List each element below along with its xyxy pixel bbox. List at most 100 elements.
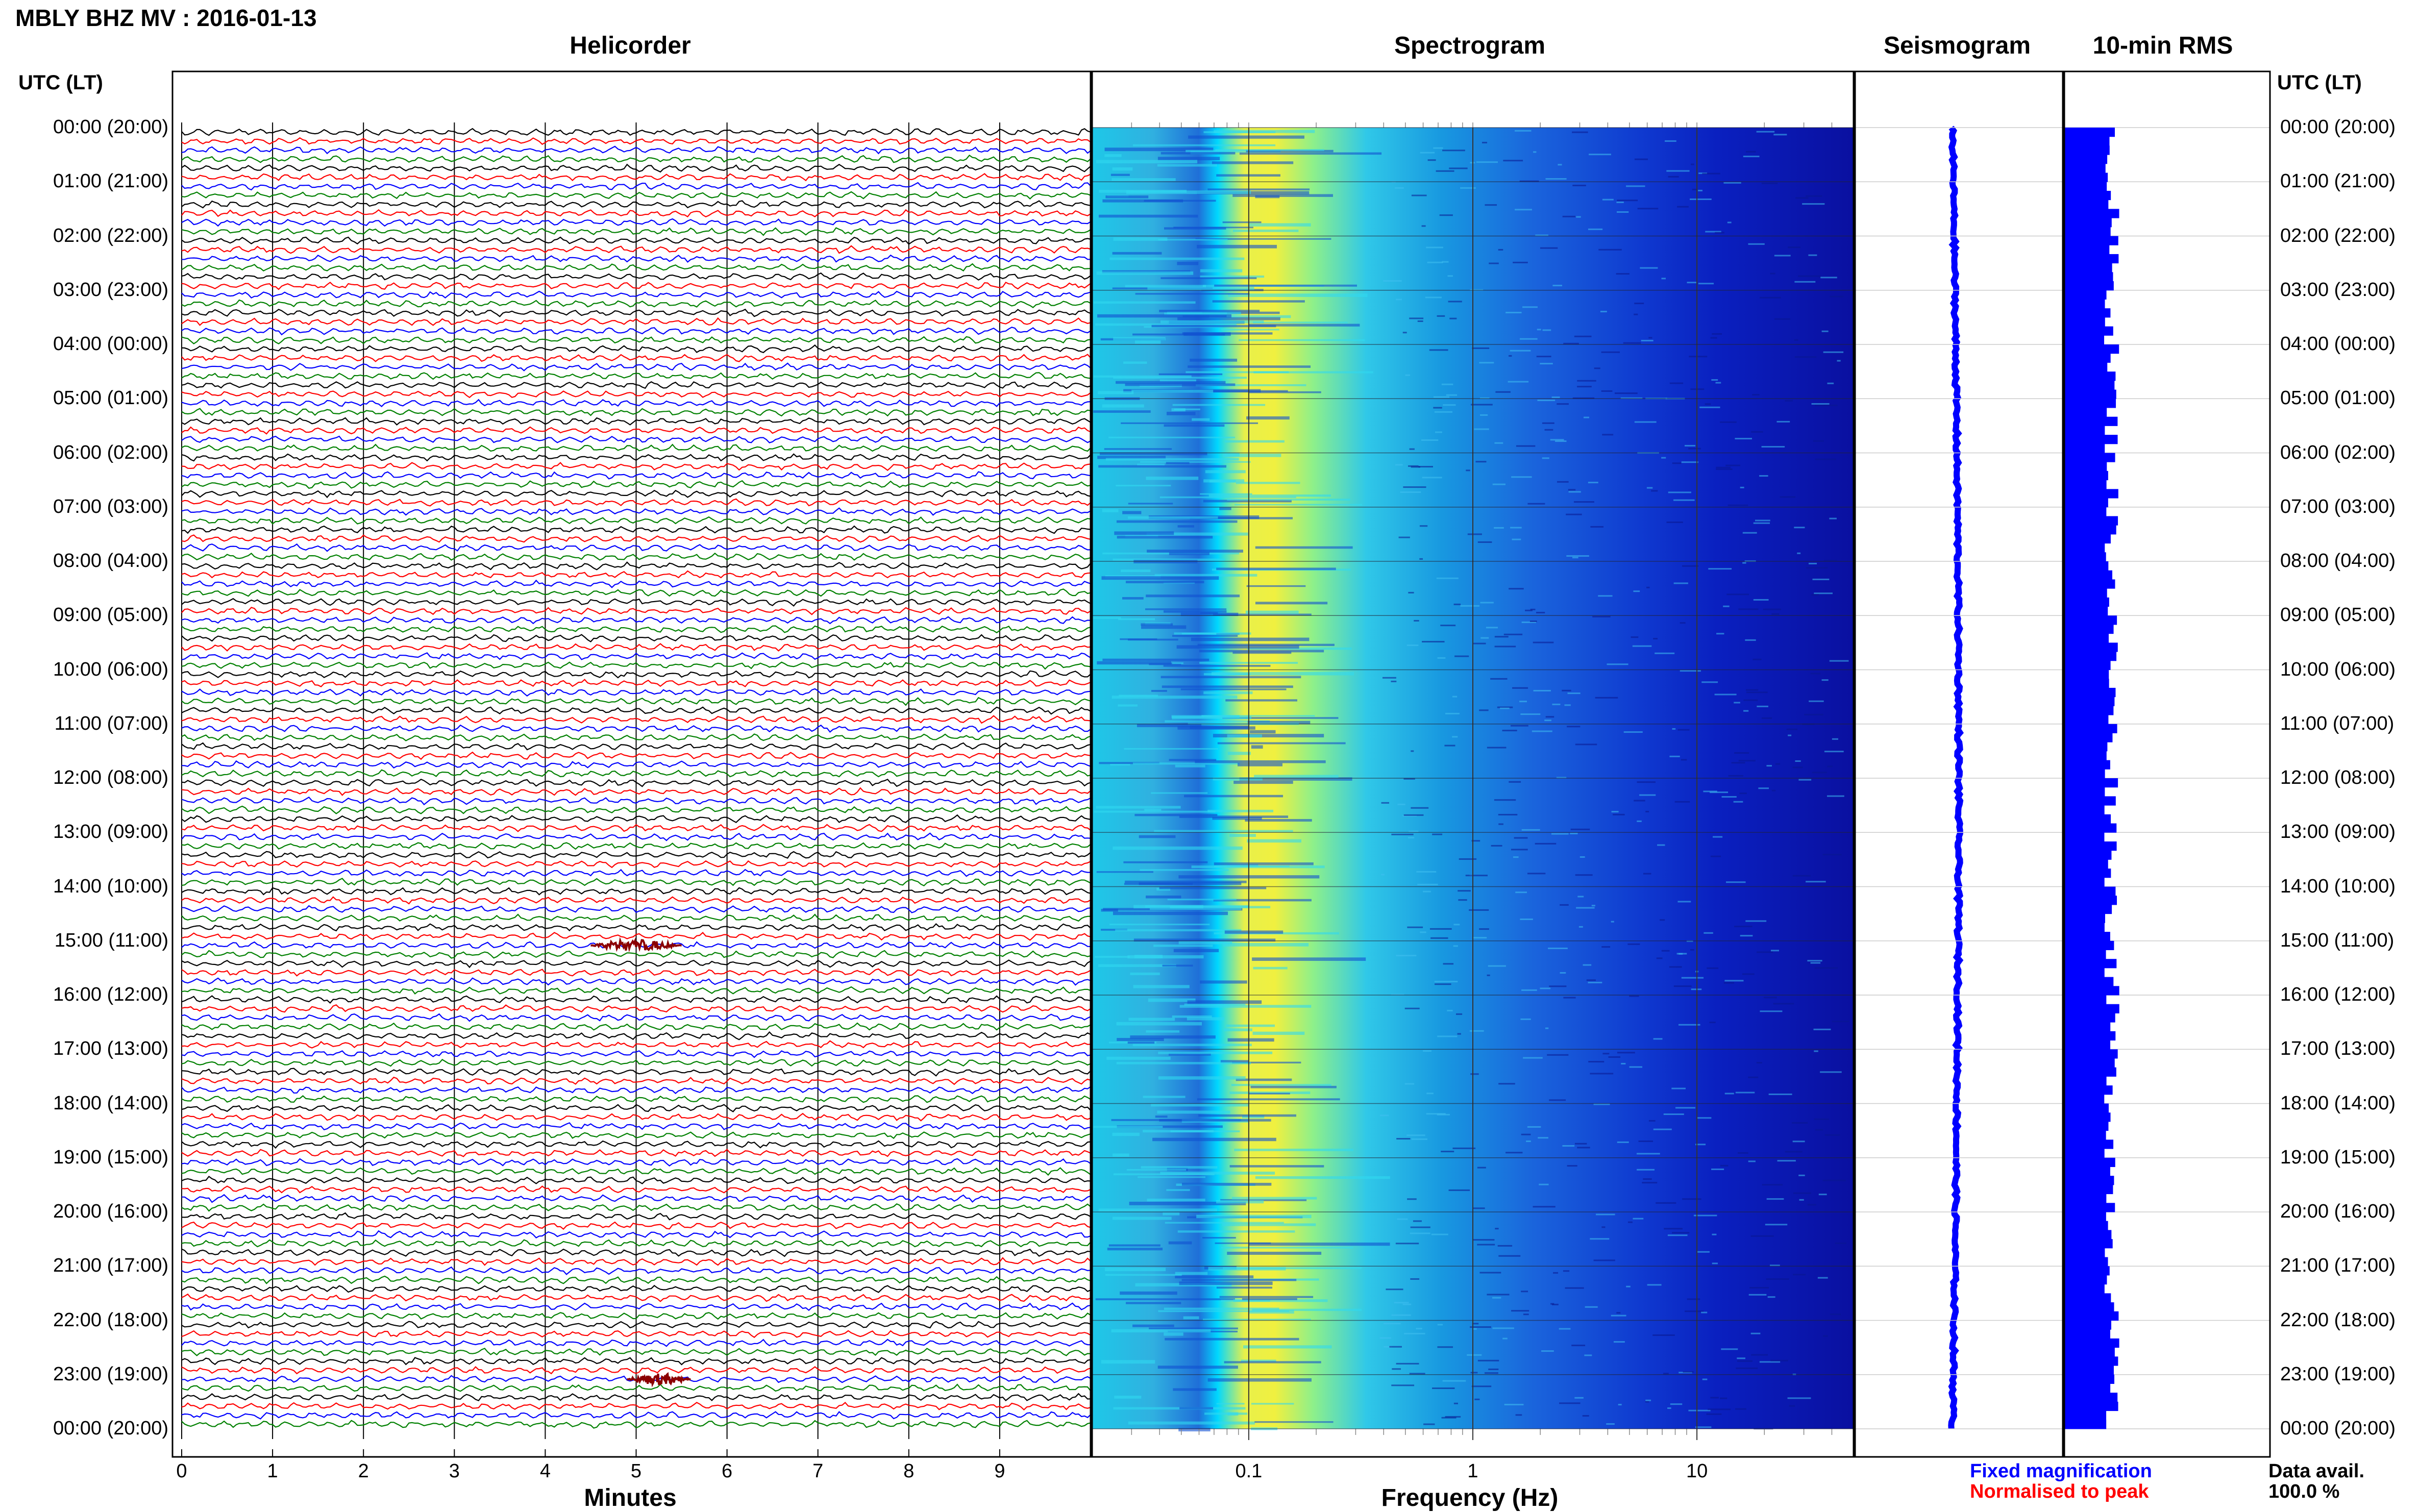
spectrogram-texture bbox=[1132, 762, 1240, 765]
time-label-right: 16:00 (12:00) bbox=[2280, 984, 2396, 1005]
spectrogram-texture bbox=[1135, 293, 1250, 295]
spectrogram-texture bbox=[1814, 1118, 1830, 1120]
helicorder-axis-title: Minutes bbox=[584, 1484, 677, 1511]
spectrogram-texture bbox=[1098, 465, 1226, 468]
spectrogram-texture bbox=[1146, 594, 1240, 598]
spectrogram-texture bbox=[1409, 830, 1419, 832]
spectrogram-texture bbox=[1395, 1243, 1419, 1245]
seismogram-title: Seismogram bbox=[1883, 32, 2031, 59]
spectrogram-texture bbox=[1793, 1274, 1806, 1276]
rms-bar bbox=[2064, 1366, 2114, 1375]
spectrogram-texture bbox=[1237, 763, 1282, 766]
spectrogram-texture bbox=[1565, 1287, 1584, 1289]
helicorder-trace bbox=[181, 796, 1091, 806]
spectrogram-texture bbox=[1639, 794, 1656, 796]
spectrogram-texture bbox=[1104, 147, 1214, 152]
spectrogram-texture bbox=[1821, 679, 1829, 681]
rms-bar bbox=[2064, 814, 2111, 824]
time-label-right: 19:00 (15:00) bbox=[2280, 1146, 2396, 1168]
spectrogram-texture bbox=[1498, 249, 1503, 251]
spectrogram-texture bbox=[1249, 391, 1321, 393]
helicorder-trace bbox=[181, 1167, 1091, 1176]
spectrogram-texture bbox=[1513, 261, 1528, 263]
spectrogram-texture bbox=[1666, 170, 1690, 172]
spectrogram-texture bbox=[1548, 947, 1568, 949]
spectrogram-texture bbox=[1465, 875, 1488, 877]
spectrogram-texture bbox=[1743, 710, 1749, 712]
spectrogram-texture bbox=[1494, 527, 1504, 529]
spectrogram-texture bbox=[1755, 519, 1770, 522]
spectrogram-texture bbox=[1646, 487, 1653, 489]
spectrogram-texture bbox=[1486, 627, 1498, 629]
spectrogram-texture bbox=[1423, 890, 1431, 893]
rms-bar bbox=[2064, 1058, 2115, 1068]
helicorder-trace bbox=[181, 336, 1091, 344]
spectrogram-texture bbox=[1120, 1291, 1177, 1295]
spectrogram-texture bbox=[1494, 442, 1503, 444]
spectrogram-texture bbox=[1444, 745, 1455, 747]
seismogram-plot bbox=[1855, 126, 2063, 1429]
spectrogram-texture bbox=[1475, 461, 1487, 463]
spectrogram-texture bbox=[1539, 1183, 1549, 1185]
time-label-right: 10:00 (06:00) bbox=[2280, 658, 2396, 680]
spectrogram-texture bbox=[1227, 1412, 1239, 1416]
helicorder-trace bbox=[181, 254, 1091, 263]
spectrogram-texture bbox=[1407, 1198, 1417, 1200]
rms-bar bbox=[2064, 534, 2111, 544]
spectrogram-texture bbox=[1716, 633, 1724, 635]
time-label-left: 20:00 (16:00) bbox=[53, 1201, 168, 1222]
spectrogram-texture bbox=[1721, 1348, 1738, 1350]
rms-bar bbox=[2064, 1121, 2109, 1131]
spectrogram-texture bbox=[1453, 924, 1460, 926]
spectrogram-texture bbox=[1434, 411, 1452, 413]
helicorder-trace bbox=[181, 172, 1091, 182]
spectrogram-texture bbox=[1814, 967, 1838, 969]
spectrogram-texture bbox=[1161, 676, 1301, 679]
spectrogram-texture bbox=[1743, 156, 1760, 158]
spectrogram-texture bbox=[1725, 464, 1741, 466]
spectrogram-texture bbox=[1419, 525, 1428, 527]
spectrogram-texture bbox=[1556, 777, 1567, 779]
spectrogram-texture bbox=[1715, 232, 1724, 234]
spectrogram-texture bbox=[1656, 957, 1663, 959]
spectrogram-texture bbox=[1651, 490, 1658, 492]
rms-bar bbox=[2064, 525, 2116, 535]
spectrogram-texture bbox=[1776, 420, 1790, 423]
rms-bar bbox=[2064, 1266, 2110, 1276]
spectrogram-texture bbox=[1645, 1401, 1649, 1403]
time-label-left: 23:00 (19:00) bbox=[53, 1363, 168, 1385]
spectrogram-texture bbox=[1120, 638, 1157, 640]
spectrogram-texture bbox=[1669, 755, 1680, 757]
spectrogram-texture bbox=[1770, 1359, 1788, 1361]
helicorder-trace bbox=[181, 525, 1091, 534]
spectrogram-texture bbox=[1460, 605, 1479, 607]
spectrogram-texture bbox=[1536, 356, 1551, 358]
spectrogram-texture bbox=[1746, 151, 1756, 153]
spectrogram-texture bbox=[1416, 1328, 1422, 1330]
helicorder-trace bbox=[181, 462, 1091, 472]
rms-bar bbox=[2064, 932, 2110, 941]
spectrogram-texture bbox=[1097, 314, 1232, 318]
rms-bar bbox=[2064, 335, 2105, 345]
rms-bar bbox=[2064, 742, 2108, 752]
spectrogram-texture bbox=[1429, 928, 1452, 930]
spectrogram-texture bbox=[1584, 1354, 1592, 1356]
helicorder-trace bbox=[181, 480, 1091, 489]
time-label-right: 11:00 (07:00) bbox=[2280, 712, 2395, 734]
spectrogram-texture bbox=[1590, 1238, 1610, 1240]
time-label-right: 22:00 (18:00) bbox=[2280, 1309, 2396, 1331]
spectrogram-texture bbox=[1197, 191, 1310, 194]
spectrogram-texture bbox=[1127, 955, 1204, 959]
spectrogram-texture bbox=[1477, 1167, 1486, 1169]
spectrogram-texture bbox=[1602, 1053, 1610, 1055]
time-label-left: 15:00 (11:00) bbox=[54, 929, 168, 951]
spectrogram-texture bbox=[1762, 1184, 1783, 1186]
spectrogram-texture bbox=[1633, 590, 1640, 592]
rms-bar bbox=[2064, 968, 2105, 978]
spectrogram-texture bbox=[1096, 806, 1181, 809]
spectrogram-texture bbox=[1192, 418, 1210, 421]
spectrogram-texture bbox=[1637, 820, 1642, 822]
spectrogram-texture bbox=[1172, 1015, 1212, 1018]
spectrogram-texture bbox=[1411, 807, 1429, 809]
